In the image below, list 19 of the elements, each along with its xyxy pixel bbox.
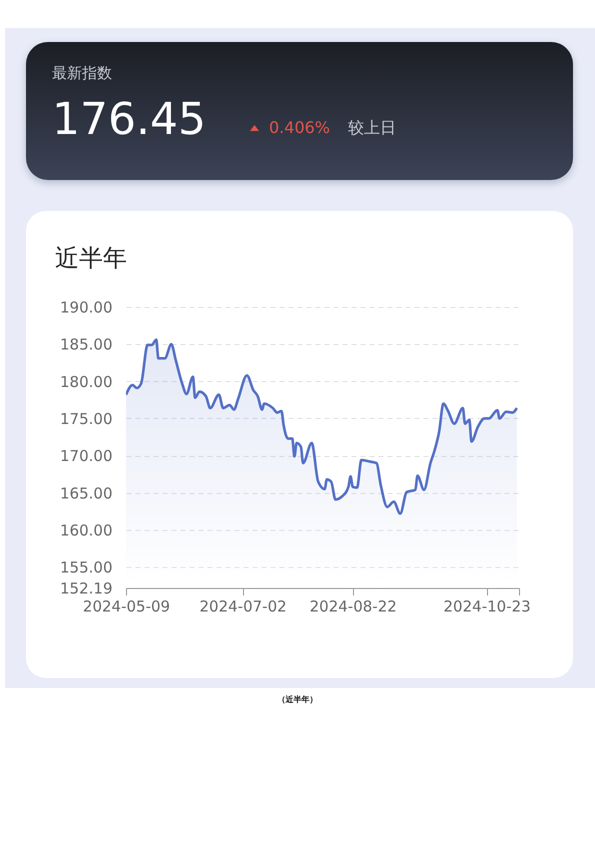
x-tick-label: 2024-10-23 xyxy=(444,598,531,616)
x-tick-label: 2024-08-22 xyxy=(310,598,397,616)
y-tick-label: 185.00 xyxy=(60,336,112,354)
text: 0.406% xyxy=(269,118,330,137)
text: （近半年） xyxy=(276,695,318,704)
x-tick-label: 2024-07-02 xyxy=(200,598,287,616)
x-tick-label: 2024-05-09 xyxy=(82,598,170,616)
y-tick-label: 155.00 xyxy=(60,558,112,577)
y-tick-label: 180.00 xyxy=(60,372,112,391)
y-tick-label: 152.19 xyxy=(60,580,112,598)
chart-title: 近半年 xyxy=(55,244,127,272)
y-tick-label: 170.00 xyxy=(60,447,112,466)
text: 较上日 xyxy=(348,118,396,137)
y-tick-label: 190.00 xyxy=(60,298,112,316)
y-tick-label: 165.00 xyxy=(60,484,112,502)
text: 176.45 xyxy=(52,94,206,145)
text: 最新指数 xyxy=(52,64,112,82)
y-tick-label: 175.00 xyxy=(60,410,112,428)
y-tick-label: 160.00 xyxy=(60,521,112,540)
